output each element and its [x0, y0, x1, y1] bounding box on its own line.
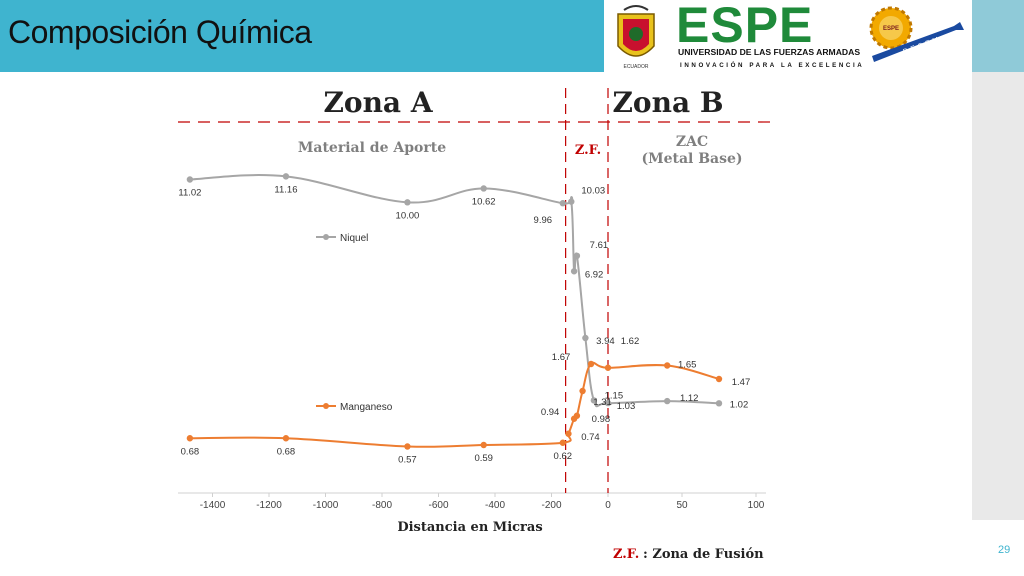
series-line-niquel — [189, 174, 720, 408]
legend-marker-manganeso — [323, 403, 329, 409]
university-logo: ECUADOR ESPE UNIVERSIDAD DE LAS FUERZAS … — [604, 0, 972, 72]
data-label-niquel: 10.62 — [472, 196, 496, 207]
data-label-manganeso: 1.62 — [621, 336, 640, 347]
data-label-niquel: 11.16 — [274, 184, 297, 195]
x-tick-label: -1200 — [256, 500, 282, 511]
slide-title: Composición Química — [8, 14, 312, 50]
data-label-niquel: 1.03 — [617, 401, 636, 412]
data-point-niquel — [664, 397, 671, 405]
x-tick-label: -1400 — [200, 500, 226, 511]
data-point-manganeso — [186, 435, 194, 442]
espe-logo-icon: ECUADOR ESPE UNIVERSIDAD DE LAS FUERZAS … — [617, 0, 964, 70]
x-tick-label: 50 — [676, 500, 688, 511]
legend-label-niquel: Niquel — [340, 233, 368, 244]
data-label-manganeso: 0.74 — [581, 432, 600, 443]
data-point-manganeso — [480, 441, 487, 449]
data-label-niquel: 10.03 — [581, 186, 605, 197]
composition-chart: Zona A Zona B Material de Aporte Z.F. ZA… — [178, 86, 772, 562]
zone-a-label: Zona A — [323, 86, 433, 119]
data-point-niquel — [573, 252, 581, 260]
data-label-niquel: 11.02 — [178, 188, 201, 199]
footnote-text: : Zona de Fusión — [643, 547, 764, 562]
shield-icon: ECUADOR — [617, 5, 655, 70]
data-point-manganeso — [604, 364, 612, 371]
data-label-manganeso: 0.68 — [277, 446, 296, 457]
data-label-manganeso: 0.62 — [554, 451, 573, 462]
data-label-niquel: 1.02 — [730, 399, 749, 410]
logo-slogan: INNOVACIÓN PARA LA EXCELENCIA — [680, 61, 864, 69]
data-point-manganeso — [579, 387, 586, 395]
data-point-niquel — [590, 397, 598, 404]
svg-text:ESPE: ESPE — [883, 26, 899, 32]
data-point-niquel — [404, 199, 411, 206]
data-point-niquel — [582, 334, 589, 342]
data-label-manganeso: 0.94 — [541, 407, 560, 418]
data-point-niquel — [570, 268, 578, 275]
zf-zone-label: Z.F. — [575, 143, 601, 158]
logo-university: UNIVERSIDAD DE LAS FUERZAS ARMADAS — [678, 47, 860, 57]
series-line-manganeso — [189, 361, 720, 448]
data-label-manganeso: 0.59 — [474, 453, 493, 464]
data-label-manganeso: 1.47 — [732, 377, 751, 388]
data-point-manganeso — [715, 375, 723, 383]
x-tick-label: 100 — [748, 500, 765, 511]
data-point-manganeso — [282, 435, 290, 442]
data-label-manganeso: 1.67 — [552, 352, 571, 363]
data-label-niquel: 3.94 — [596, 336, 615, 347]
data-label-manganeso: 0.68 — [181, 446, 200, 457]
data-point-niquel — [715, 400, 723, 407]
x-tick-label: -800 — [372, 500, 392, 511]
x-tick-label: -400 — [485, 500, 505, 511]
data-point-niquel — [480, 185, 487, 192]
zac-label: ZAC — [676, 134, 708, 150]
data-label-manganeso: 1.31 — [593, 397, 612, 408]
data-point-niquel — [282, 173, 290, 180]
data-point-niquel — [559, 200, 566, 207]
data-label-niquel: 7.61 — [590, 240, 609, 251]
data-label-niquel: 6.92 — [585, 269, 604, 280]
data-label-manganeso: 0.98 — [592, 414, 611, 425]
data-point-niquel — [568, 198, 575, 205]
x-tick-label: 0 — [605, 500, 611, 511]
logo-wordmark: ESPE — [676, 0, 813, 53]
data-point-manganeso — [404, 443, 411, 450]
page-number: 29 — [998, 544, 1011, 556]
x-tick-label: -600 — [428, 500, 448, 511]
data-point-niquel — [604, 399, 612, 407]
zone-b-label: Zona B — [612, 86, 723, 119]
data-label-manganeso: 0.57 — [398, 455, 417, 466]
data-label-niquel: 9.96 — [534, 215, 553, 226]
data-point-manganeso — [573, 412, 581, 419]
x-tick-label: -200 — [541, 500, 561, 511]
data-label-niquel: 1.12 — [680, 393, 699, 404]
data-label-niquel: 10.00 — [396, 210, 420, 221]
x-tick-label: -1000 — [313, 500, 339, 511]
legend-marker-niquel — [323, 234, 329, 240]
x-axis-title: Distancia en Micras — [397, 520, 542, 535]
side-strip — [972, 72, 1024, 520]
header-accent — [972, 0, 1024, 72]
metal-base-label: (Metal Base) — [641, 151, 742, 167]
legend-label-manganeso: Manganeso — [340, 402, 393, 413]
data-point-manganeso — [587, 360, 595, 368]
data-label-niquel: 1.15 — [605, 390, 624, 401]
data-point-manganeso — [664, 362, 671, 369]
svg-text:ECUADOR: ECUADOR — [623, 64, 648, 70]
material-aporte-label: Material de Aporte — [298, 140, 446, 156]
gear-icon: ESPE — [869, 6, 913, 50]
data-label-manganeso: 1.65 — [678, 360, 697, 371]
footnote-key: Z.F. — [613, 547, 639, 562]
data-point-manganeso — [559, 439, 566, 446]
data-point-niquel — [186, 176, 194, 183]
data-point-manganeso — [565, 430, 572, 437]
